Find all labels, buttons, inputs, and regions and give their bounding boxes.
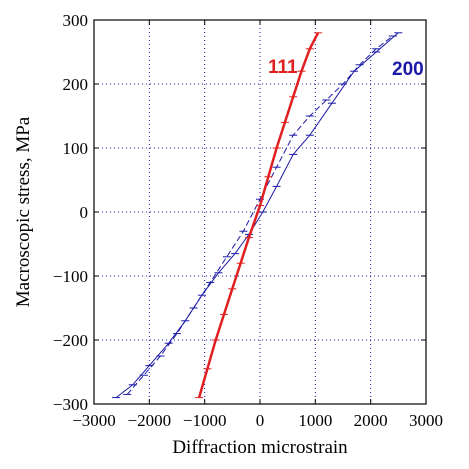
x-axis-label: Diffraction microstrain xyxy=(172,437,348,458)
x-tick-label: 2000 xyxy=(354,411,388,430)
y-axis-label: Macroscopic stress, MPa xyxy=(13,116,34,307)
x-tick-label: −1000 xyxy=(183,411,227,430)
y-tick-label: 300 xyxy=(63,11,89,30)
x-tick-label: 1000 xyxy=(298,411,332,430)
x-tick-label: 3000 xyxy=(409,411,443,430)
y-tick-labels: −300 −200 −100 0 100 200 300 xyxy=(53,11,88,414)
y-tick-label: 200 xyxy=(63,75,89,94)
series-111-line xyxy=(197,32,320,398)
y-tick-label: −100 xyxy=(53,267,88,286)
x-tick-label: 0 xyxy=(256,411,265,430)
y-tick-label: 0 xyxy=(80,203,89,222)
series-label-111: 111 xyxy=(268,57,298,78)
y-tick-label: −200 xyxy=(53,331,88,350)
grid-lines xyxy=(94,20,426,404)
x-tick-label: −3000 xyxy=(72,411,116,430)
series-111 xyxy=(195,32,323,399)
axis-ticks xyxy=(93,19,427,405)
y-tick-label: −300 xyxy=(53,395,88,414)
x-tick-labels: −3000 −2000 −1000 0 1000 2000 3000 xyxy=(72,411,443,430)
x-tick-label: −2000 xyxy=(128,411,172,430)
y-tick-label: 100 xyxy=(63,139,89,158)
series-label-200: 200 xyxy=(392,59,424,80)
